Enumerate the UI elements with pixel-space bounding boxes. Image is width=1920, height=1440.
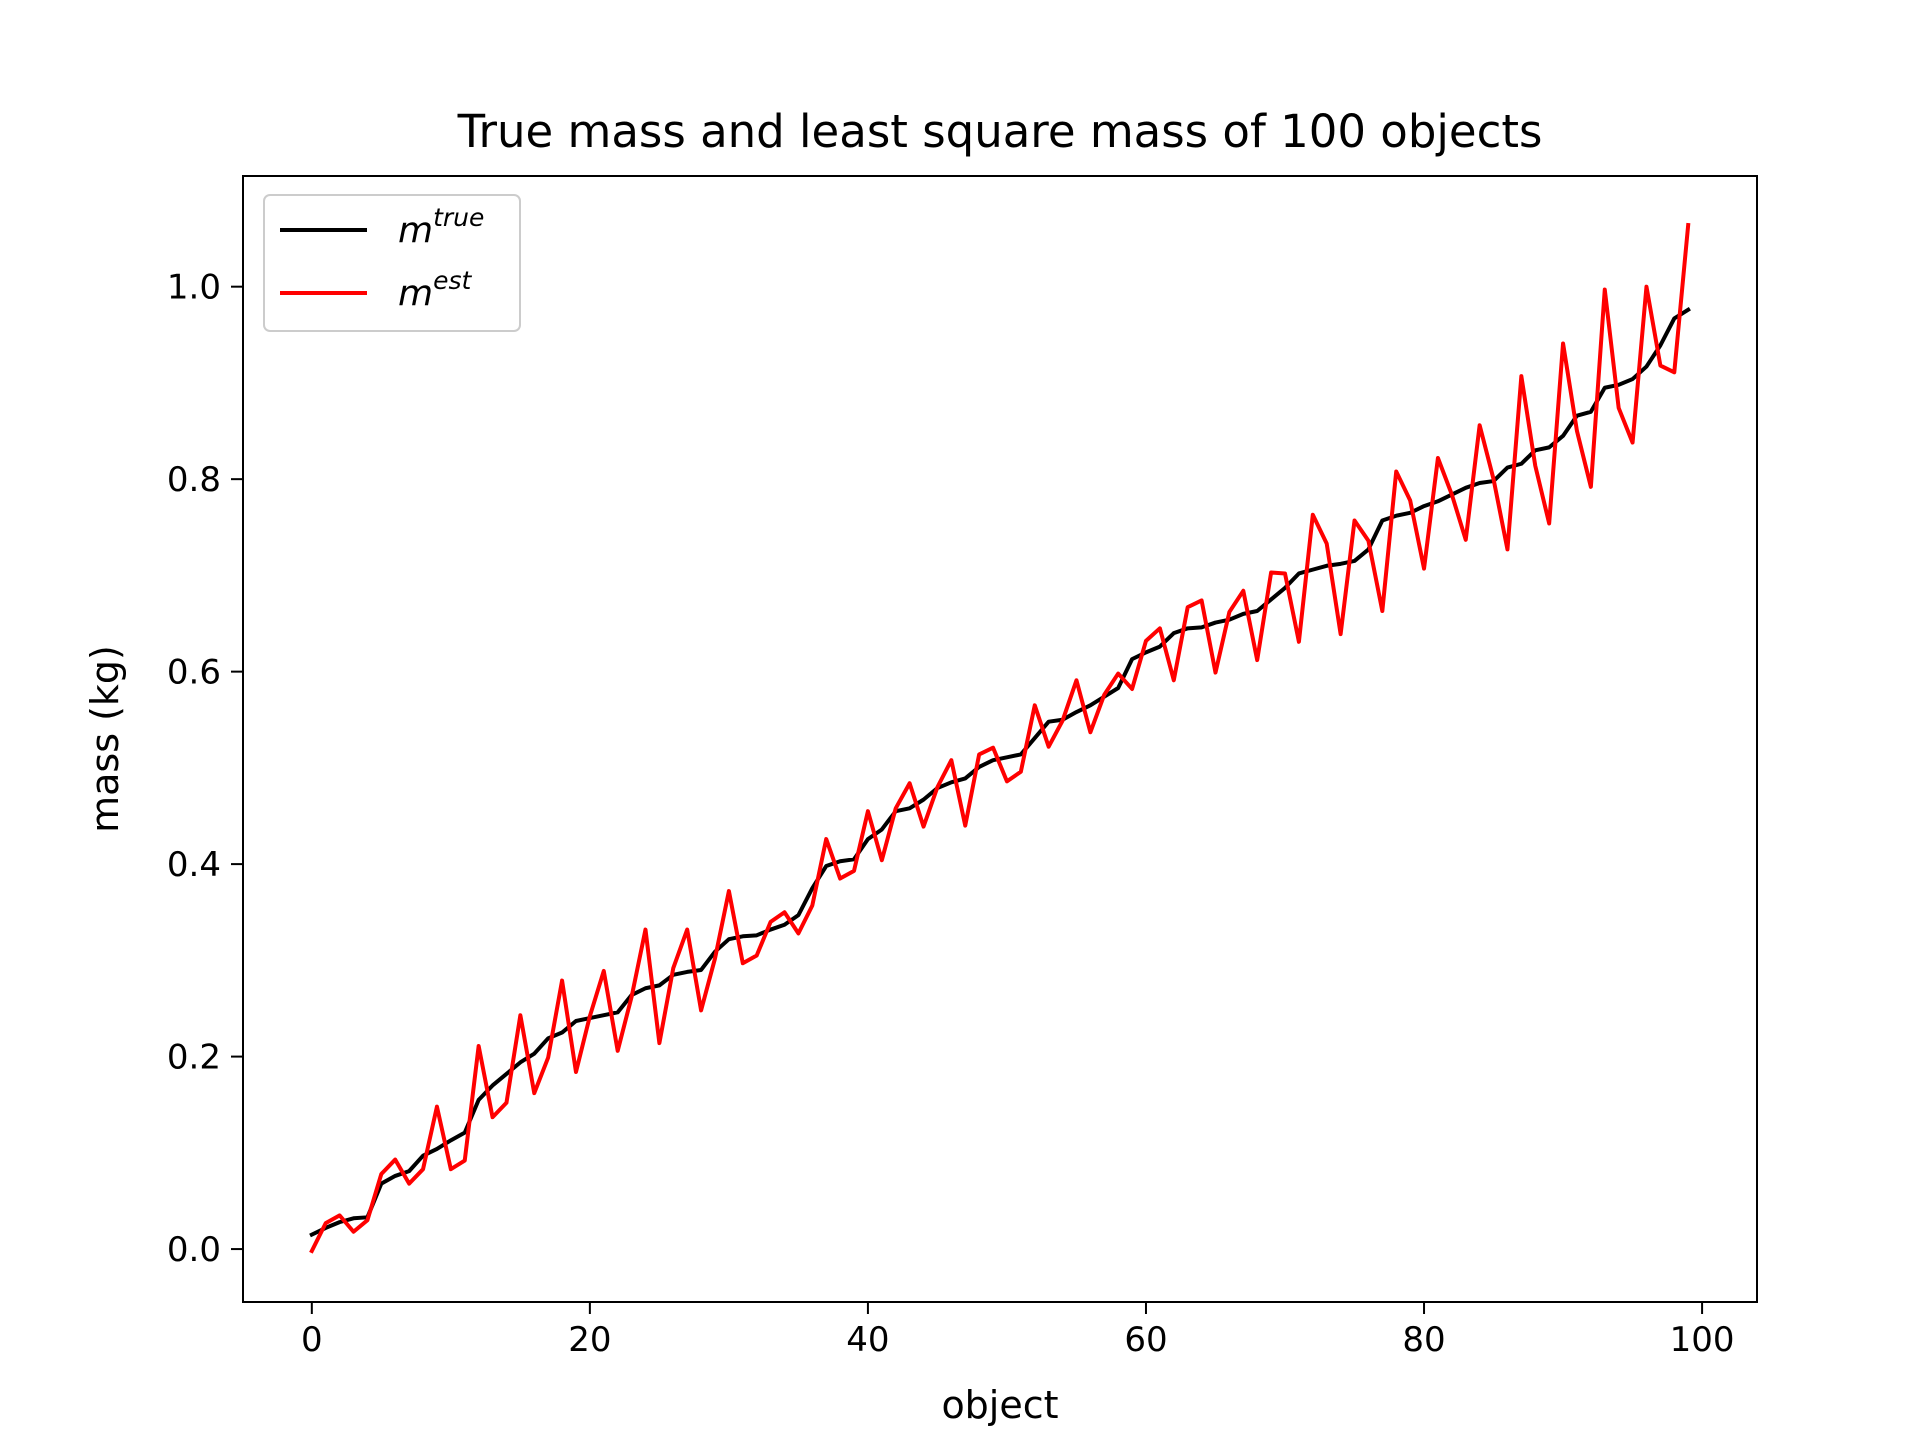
x-tick-label: 60 (1124, 1320, 1167, 1360)
series-line-m-true (309, 307, 1691, 1238)
y-ticks: 0.0 0.2 0.4 0.6 0.8 1.0 (167, 268, 243, 1270)
y-tick-label: 0.0 (167, 1230, 221, 1270)
y-axis-label: mass (kg) (83, 645, 127, 833)
x-axis-label: object (941, 1383, 1058, 1427)
y-tick-label: 1.0 (167, 268, 221, 308)
y-tick-label: 0.4 (167, 845, 221, 885)
series-layer (309, 222, 1691, 1254)
x-tick-label: 0 (301, 1320, 323, 1360)
y-tick-label: 0.6 (167, 653, 221, 693)
x-tick-label: 40 (846, 1320, 889, 1360)
plot-frame (242, 175, 1758, 1303)
x-ticks: 0 20 40 60 80 100 (301, 1302, 1735, 1360)
x-tick-label: 20 (568, 1320, 611, 1360)
legend-label-true: mtrue (398, 203, 484, 251)
legend: mtrue mest (263, 194, 521, 332)
chart-title: True mass and least square mass of 100 o… (457, 105, 1543, 158)
x-tick-label: 100 (1670, 1320, 1735, 1360)
series-line-m-est (309, 222, 1691, 1254)
y-tick-label: 0.8 (167, 460, 221, 500)
y-tick-label: 0.2 (167, 1038, 221, 1078)
x-tick-label: 80 (1402, 1320, 1445, 1360)
legend-label-est: mest (398, 266, 472, 314)
